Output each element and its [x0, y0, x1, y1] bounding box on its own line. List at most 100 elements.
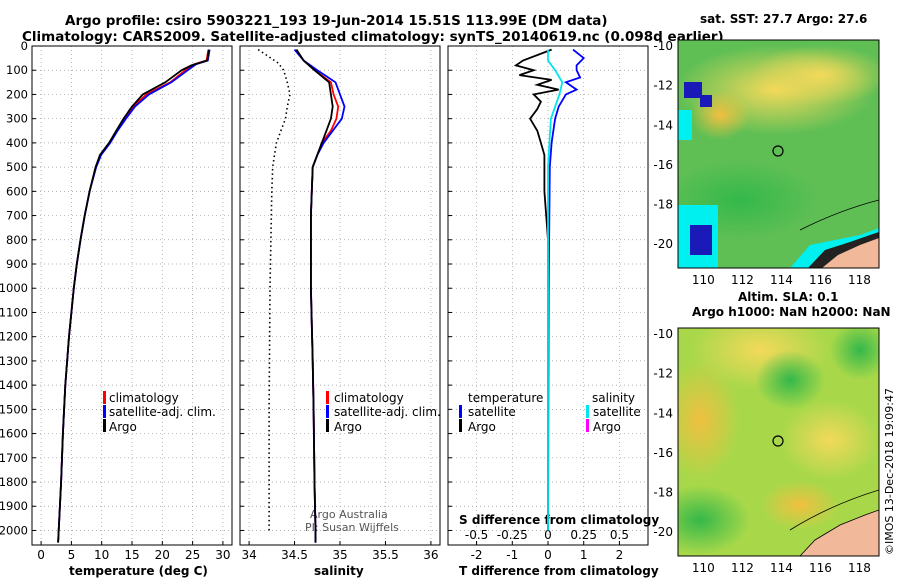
- depth-tick-label: 800: [6, 233, 28, 247]
- depth-tick-label: 200: [6, 87, 28, 101]
- depth-tick-label: 100: [6, 63, 28, 77]
- depth-tick-label: 400: [6, 136, 28, 150]
- series-line: [57, 49, 211, 543]
- legend-swatch-argo: [103, 419, 106, 432]
- x-tick-label: 34.5: [281, 548, 308, 562]
- map-y-tick-label: -12: [653, 79, 673, 93]
- x-tick-label: 35.5: [372, 548, 399, 562]
- sal-swatch-argo: [326, 419, 329, 432]
- diff-legend: temperature satellite Argo salinity sate…: [459, 391, 659, 527]
- depth-tick-label: 300: [6, 112, 28, 126]
- map-x-tick-label: 110: [692, 561, 715, 575]
- diff-swatch-sargo: [586, 419, 589, 432]
- map-x-tick-label: 110: [692, 273, 715, 287]
- depth-tick-label: 900: [6, 257, 28, 271]
- s-axis-tick-label: 0.25: [570, 528, 597, 542]
- depth-tick-label: 2000: [0, 523, 28, 537]
- legend-swatch-satellite: [103, 405, 106, 418]
- sla-map: [678, 328, 879, 556]
- footer-timestamp: ©IMOS 13-Dec-2018 19:09:47: [883, 388, 896, 555]
- map-y-tick-label: -12: [653, 367, 673, 381]
- depth-tick-label: 700: [6, 209, 28, 223]
- map-y-tick-label: -20: [653, 525, 673, 539]
- depth-tick-label: 500: [6, 160, 28, 174]
- x-tick-label: 1: [580, 548, 588, 562]
- x-tick-label: 5: [68, 548, 76, 562]
- sal-swatch-climatology: [326, 391, 329, 404]
- map-y-tick-label: -16: [653, 158, 673, 172]
- x-tick-label: -2: [471, 548, 483, 562]
- series-line: [57, 49, 210, 543]
- sla-argo-marker: [772, 435, 784, 447]
- sal-legend-climatology: climatology: [334, 391, 404, 405]
- sla-title-1: Altim. SLA: 0.1: [738, 290, 839, 304]
- panel-frame: [31, 45, 233, 546]
- map-y-tick-label: -10: [653, 327, 673, 341]
- x-tick-label: -1: [506, 548, 518, 562]
- diff-legend-sargo: Argo: [593, 420, 621, 434]
- x-tick-label: 30: [215, 548, 230, 562]
- sal-legend: climatology satellite-adj. clim. Argo Ar…: [305, 391, 441, 534]
- s-axis-tick-label: 0.5: [610, 528, 629, 542]
- sal-legend-satellite: satellite-adj. clim.: [334, 405, 441, 419]
- x-tick-label: 0: [37, 548, 45, 562]
- series-line: [57, 49, 210, 543]
- diff-xlabel: T difference from climatology: [459, 564, 659, 578]
- s-axis-tick-label: 0: [544, 528, 552, 542]
- diff-legend-temp-title: temperature: [468, 391, 543, 405]
- diff-swatch-targo: [459, 419, 462, 432]
- s-axis-tick-label: -0.5: [465, 528, 488, 542]
- series-line: [293, 49, 346, 543]
- map-y-tick-label: -14: [653, 406, 673, 420]
- sst-map-title: sat. SST: 27.7 Argo: 27.6: [700, 12, 867, 26]
- x-tick-label: 25: [185, 548, 200, 562]
- temp-xlabel: temperature (deg C): [69, 564, 208, 578]
- diff-swatch-tsat: [459, 405, 462, 418]
- sst-argo-marker: [772, 145, 784, 157]
- series-line: [257, 48, 291, 531]
- temp-legend-argo: Argo: [109, 420, 137, 434]
- depth-tick-label: 0: [21, 39, 28, 53]
- diff-legend-sal-title: salinity: [592, 391, 635, 405]
- map-x-tick-label: 116: [809, 561, 832, 575]
- diff-swatch-ssat: [586, 405, 589, 418]
- title-line-1: Argo profile: csiro 5903221_193 19-Jun-2…: [65, 13, 608, 29]
- map-x-tick-label: 112: [731, 561, 754, 575]
- x-tick-label: 0: [544, 548, 552, 562]
- sal-annotation-1: Argo Australia: [310, 508, 388, 521]
- temp-legend-climatology: climatology: [109, 391, 179, 405]
- s-axis-label: S difference from climatology: [459, 513, 659, 527]
- map-x-tick-label: 118: [848, 273, 871, 287]
- x-tick-label: 2: [616, 548, 624, 562]
- depth-tick-label: 1700: [0, 451, 28, 465]
- map-y-tick-label: -14: [653, 118, 673, 132]
- map-x-tick-label: 118: [848, 561, 871, 575]
- sal-swatch-satellite: [326, 405, 329, 418]
- map-y-tick-label: -10: [653, 39, 673, 53]
- sla-title-2: Argo h1000: NaN h2000: NaN: [692, 305, 891, 319]
- map-x-tick-label: 116: [809, 273, 832, 287]
- map-y-tick-label: -18: [653, 486, 673, 500]
- depth-tick-label: 1100: [0, 305, 28, 319]
- sst-map: [678, 40, 879, 268]
- series-line: [295, 49, 334, 543]
- legend-swatch-climatology: [103, 391, 106, 404]
- panel-frame: [239, 45, 441, 546]
- map-y-tick-label: -16: [653, 446, 673, 460]
- map-x-tick-label: 114: [770, 561, 793, 575]
- depth-tick-label: 1300: [0, 354, 28, 368]
- depth-tick-label: 600: [6, 184, 28, 198]
- x-tick-label: 35: [332, 548, 347, 562]
- map-y-tick-label: -18: [653, 198, 673, 212]
- panel-frame: [447, 45, 649, 546]
- map-x-tick-label: 114: [770, 273, 793, 287]
- series-line: [513, 48, 559, 531]
- temp-legend-satellite: satellite-adj. clim.: [109, 405, 216, 419]
- map-x-tick-label: 112: [731, 273, 754, 287]
- x-tick-label: 34: [241, 548, 256, 562]
- sal-annotation-2: PI: Susan Wijffels: [305, 521, 399, 534]
- depth-tick-label: 1600: [0, 427, 28, 441]
- depth-tick-label: 1900: [0, 499, 28, 513]
- diff-legend-tsat: satellite: [468, 405, 516, 419]
